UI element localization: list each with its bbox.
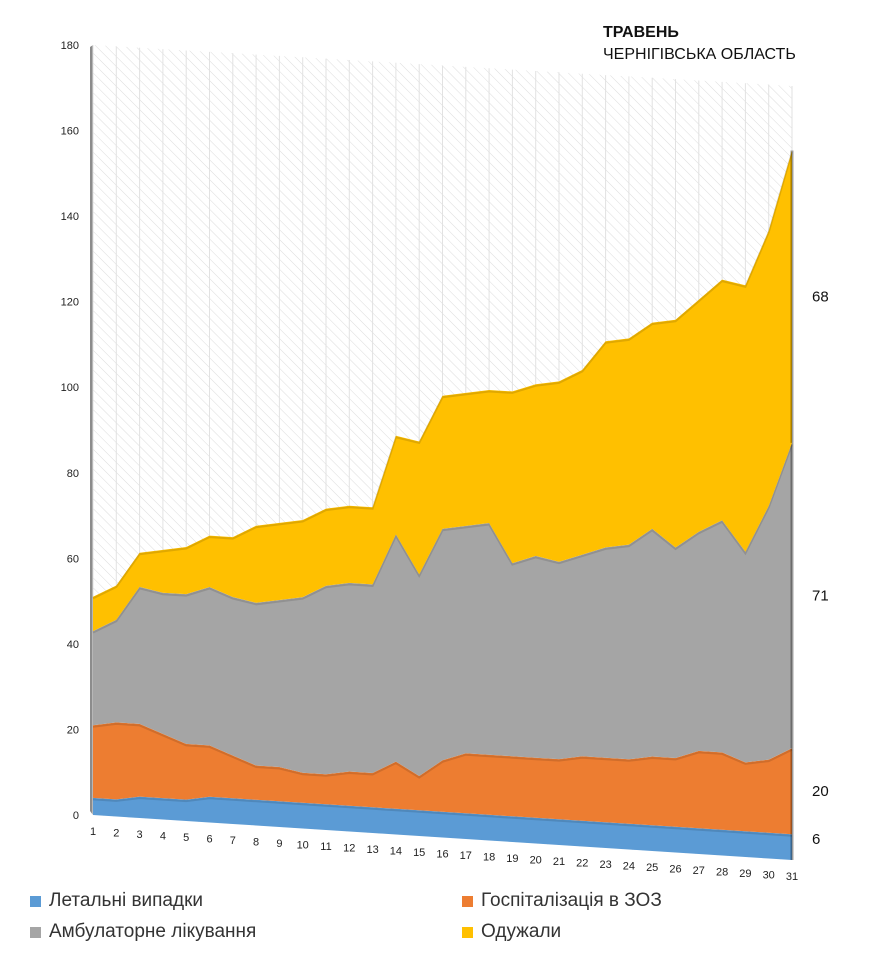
y-tick-label: 0: [73, 810, 79, 822]
chart-title-block: ТРАВЕНЬ ЧЕРНІГІВСЬКА ОБЛАСТЬ: [603, 22, 796, 66]
end-label: 6: [812, 831, 820, 848]
chart-title: ТРАВЕНЬ: [603, 24, 679, 41]
area-ridge-3: [92, 444, 793, 634]
y-tick-label: 180: [61, 40, 79, 52]
legend-label-ambulatory: Амбулаторне лікування: [49, 921, 257, 942]
legend-item-recovered: Одужали: [462, 921, 561, 943]
x-tick-label: 7: [230, 835, 236, 847]
x-tick-label: 2: [113, 828, 119, 840]
end-label: 71: [812, 588, 829, 605]
x-tick-label: 25: [646, 862, 658, 874]
x-tick-label: 16: [436, 849, 448, 861]
x-tick-label: 23: [599, 859, 611, 871]
x-tick-label: 26: [669, 864, 681, 876]
area-series-3: [93, 442, 792, 776]
y-axis: 0 20 40 60 80 100 120 140 160 180: [61, 40, 79, 822]
x-tick-label: 17: [460, 850, 472, 862]
x-tick-label: 29: [739, 868, 751, 880]
x-tick-label: 21: [553, 856, 565, 868]
y-tick-label: 140: [61, 211, 79, 223]
chart-side-wall: [90, 45, 93, 815]
x-tick-label: 19: [506, 853, 518, 865]
legend-label-fatal: Летальні випадки: [49, 890, 204, 911]
y-tick-label: 120: [61, 297, 79, 309]
x-tick-label: 24: [623, 861, 635, 873]
x-tick-label: 27: [693, 865, 705, 877]
chart-subtitle: ЧЕРНІГІВСЬКА ОБЛАСТЬ: [603, 46, 796, 63]
x-tick-label: 31: [786, 871, 798, 883]
legend-label-recovered: Одужали: [481, 921, 562, 942]
legend-swatch-fatal: [30, 895, 41, 907]
x-tick-label: 18: [483, 852, 495, 864]
area-ridge-4: [92, 151, 793, 600]
y-tick-label: 160: [61, 126, 79, 138]
area-series-1: [93, 796, 792, 860]
x-tick-label: 22: [576, 858, 588, 870]
legend-label-hospital: Госпіталізація в ЗОЗ: [481, 890, 662, 911]
x-tick-label: 13: [366, 844, 378, 856]
x-tick-label: 20: [530, 855, 542, 867]
x-tick-label: 30: [763, 870, 775, 882]
area-series-4: [93, 150, 792, 632]
area-series-2: [93, 722, 792, 835]
legend-item-ambulatory: Амбулаторне лікування: [30, 921, 256, 943]
x-axis: 1 2 3 4 5 6 7 8 9 10 11 12 13 14 15 16 17 18 19 20 21 22 23 24 2…: [90, 826, 798, 883]
end-label: 20: [812, 783, 829, 800]
legend-swatch-recovered: [462, 926, 473, 938]
legend-item-hospital: Госпіталізація в ЗОЗ: [462, 890, 662, 912]
x-tick-label: 6: [206, 834, 212, 846]
y-tick-label: 40: [67, 639, 79, 651]
y-tick-label: 60: [67, 553, 79, 565]
y-tick-label: 80: [67, 468, 79, 480]
x-tick-label: 11: [320, 841, 331, 853]
y-tick-label: 100: [61, 382, 79, 394]
x-tick-label: 5: [183, 832, 189, 844]
end-value-labels: 68 71 20 6: [812, 289, 829, 848]
x-tick-label: 14: [390, 846, 402, 858]
x-tick-label: 4: [160, 831, 166, 843]
x-tick-label: 15: [413, 847, 425, 859]
chart-legend: Летальні випадки Госпіталізація в ЗОЗ Ам…: [30, 885, 850, 955]
x-tick-label: 12: [343, 843, 355, 855]
x-tick-label: 1: [90, 826, 96, 838]
chart-areas: [92, 150, 794, 860]
x-tick-label: 10: [297, 840, 309, 852]
x-tick-label: 9: [276, 838, 282, 850]
legend-swatch-hospital: [462, 895, 473, 907]
y-tick-label: 20: [67, 724, 79, 736]
area-ridge-2: [92, 722, 793, 779]
legend-swatch-ambulatory: [30, 926, 41, 938]
end-label: 68: [812, 289, 829, 306]
legend-item-fatal: Летальні випадки: [30, 890, 203, 912]
x-tick-label: 3: [137, 829, 143, 841]
x-tick-label: 28: [716, 867, 728, 879]
x-tick-label: 8: [253, 837, 259, 849]
area-ridge-1: [92, 797, 793, 837]
